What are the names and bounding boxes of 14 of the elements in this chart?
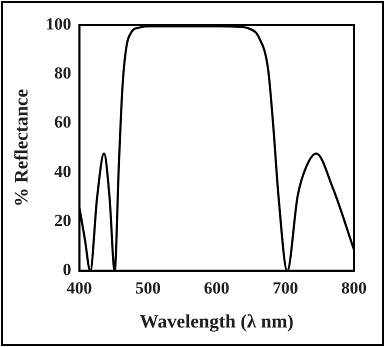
y-axis-title: % Reflectance <box>11 89 32 207</box>
y-tick-label: 60 <box>54 112 72 132</box>
y-tick-label: 40 <box>54 162 72 181</box>
x-tick-label: 800 <box>341 278 367 298</box>
y-tick-label: 20 <box>54 211 72 230</box>
x-tick-label: 500 <box>135 278 161 298</box>
x-tick-label: 600 <box>204 278 230 298</box>
y-tick-label: 80 <box>54 64 72 83</box>
x-tick-label: 400 <box>66 278 92 298</box>
y-tick-label: 0 <box>62 260 72 280</box>
line-series <box>79 25 354 271</box>
x-axis-title: Wavelength (λ nm) <box>140 312 294 333</box>
x-tick-label: 700 <box>272 278 298 298</box>
y-tick-label: 100 <box>46 14 72 34</box>
